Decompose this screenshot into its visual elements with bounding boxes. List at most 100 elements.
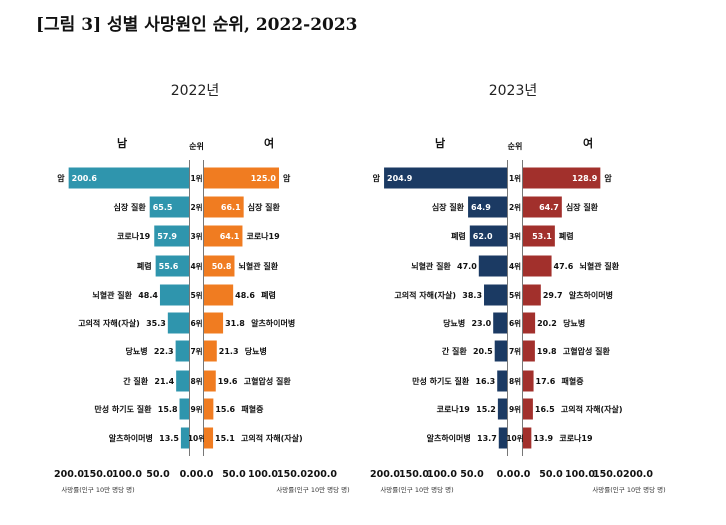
c0-female-value-label: 66.1 bbox=[221, 203, 241, 212]
c1-female-bar bbox=[523, 196, 562, 218]
c0-female-bar bbox=[204, 196, 244, 218]
c1-rank-label: 4위 bbox=[509, 261, 521, 271]
c1-female-category-label: 고의적 자해(자살) bbox=[561, 404, 623, 414]
c0-female-header: 여 bbox=[264, 136, 274, 150]
c1-male-bar bbox=[469, 225, 507, 247]
c1-chart-title: 2023년 bbox=[489, 83, 538, 99]
c1-male-value-label: 15.2 bbox=[476, 405, 496, 414]
c0-female-bar bbox=[204, 427, 214, 449]
c0-female-value-label: 31.8 bbox=[225, 319, 245, 328]
c1-male-value-label: 47.0 bbox=[457, 262, 477, 271]
c1-male-value-label: 23.0 bbox=[471, 319, 491, 328]
c1-female-category-label: 뇌혈관 질환 bbox=[580, 261, 620, 271]
c0-male-bar bbox=[149, 196, 189, 218]
c1-female-value-label: 29.7 bbox=[543, 291, 563, 300]
c1-rank-header: 순위 bbox=[508, 141, 523, 151]
c0-male-bar bbox=[167, 312, 189, 334]
c1-female-category-label: 심장 질환 bbox=[566, 202, 599, 212]
c0-x-unit-label-left: 사망률(인구 10만 명당 명) bbox=[61, 485, 134, 494]
c1-rank-label: 5위 bbox=[509, 290, 521, 300]
c0-x-tick-right: 0.0 bbox=[197, 469, 214, 480]
c1-male-header: 남 bbox=[435, 137, 445, 150]
c0-x-tick-left: 50.0 bbox=[146, 469, 170, 480]
c0-rank-label: 3위 bbox=[190, 231, 202, 241]
c0-x-tick-left: 200.0 bbox=[54, 469, 84, 480]
c1-male-bar bbox=[493, 312, 507, 334]
c1-female-value-label: 47.6 bbox=[554, 262, 574, 271]
c0-male-value-label: 65.5 bbox=[153, 203, 173, 212]
c1-female-bar bbox=[523, 370, 534, 392]
c1-x-tick-right: 150.0 bbox=[593, 469, 623, 480]
c1-x-tick-left: 100.0 bbox=[427, 469, 457, 480]
c0-male-category-label: 심장 질환 bbox=[113, 202, 146, 212]
c1-male-bar bbox=[497, 370, 507, 392]
c0-female-bar bbox=[204, 284, 234, 306]
c0-female-bar bbox=[204, 225, 243, 247]
c0-female-category-label: 뇌혈관 질환 bbox=[238, 261, 278, 271]
c0-male-value-label: 57.9 bbox=[157, 232, 177, 241]
c1-male-value-label: 20.5 bbox=[473, 347, 493, 356]
c1-rank-label: 2위 bbox=[509, 202, 521, 212]
c0-male-value-label: 55.6 bbox=[159, 262, 179, 271]
c1-female-category-label: 당뇨병 bbox=[563, 318, 585, 328]
c0-x-tick-right: 150.0 bbox=[277, 469, 307, 480]
c0-x-tick-right: 50.0 bbox=[222, 469, 246, 480]
c1-male-value-label: 16.3 bbox=[475, 377, 495, 386]
c0-x-unit-label-right: 사망률(인구 10만 명당 명) bbox=[276, 485, 349, 494]
c1-female-value-label: 64.7 bbox=[539, 203, 559, 212]
c1-female-bar bbox=[523, 398, 533, 420]
c1-female-bar bbox=[523, 427, 532, 449]
c0-female-value-label: 15.6 bbox=[215, 405, 235, 414]
c1-male-category-label: 심장 질환 bbox=[432, 202, 465, 212]
c0-x-tick-right: 200.0 bbox=[307, 469, 337, 480]
c1-male-category-label: 간 질환 bbox=[442, 346, 468, 356]
c0-male-value-label: 21.4 bbox=[154, 377, 174, 386]
c0-male-bar bbox=[176, 370, 189, 392]
c0-male-category-label: 고의적 자해(자살) bbox=[78, 318, 140, 328]
c1-x-tick-left: 50.0 bbox=[460, 469, 484, 480]
c0-rank-label: 7위 bbox=[190, 346, 202, 356]
c0-female-category-label: 암 bbox=[283, 173, 291, 183]
c0-chart-title: 2022년 bbox=[171, 83, 220, 99]
c0-rank-header: 순위 bbox=[189, 141, 204, 151]
figure-title: [그림 3] 성별 사망원인 순위, 2022-2023 bbox=[36, 15, 358, 35]
c0-female-category-label: 고혈압성 질환 bbox=[244, 376, 292, 386]
c0-female-category-label: 폐렴 bbox=[261, 290, 276, 300]
c0-female-bar bbox=[204, 312, 224, 334]
c1-rank-label: 7위 bbox=[509, 346, 521, 356]
c1-x-unit-label-right: 사망률(인구 10만 명당 명) bbox=[592, 485, 665, 494]
c1-female-value-label: 19.8 bbox=[537, 347, 557, 356]
c0-female-category-label: 심장 질환 bbox=[248, 202, 281, 212]
c0-female-category-label: 코로나19 bbox=[246, 231, 280, 241]
c1-female-category-label: 고혈압성 질환 bbox=[563, 346, 611, 356]
c0-male-category-label: 알츠하이머병 bbox=[109, 433, 153, 443]
c0-rank-label: 4위 bbox=[190, 261, 202, 271]
c1-x-tick-right: 50.0 bbox=[539, 469, 563, 480]
c0-rank-label: 2위 bbox=[190, 202, 202, 212]
c0-male-category-label: 폐렴 bbox=[137, 261, 152, 271]
c0-male-value-label: 22.3 bbox=[154, 347, 174, 356]
c0-male-category-label: 만성 하기도 질환 bbox=[94, 404, 152, 414]
c0-female-bar bbox=[204, 255, 235, 277]
c0-female-value-label: 64.1 bbox=[220, 232, 240, 241]
c0-male-value-label: 200.6 bbox=[72, 174, 98, 183]
c1-x-tick-right: 200.0 bbox=[623, 469, 653, 480]
c0-male-bar bbox=[180, 427, 189, 449]
c0-female-bar bbox=[204, 167, 279, 189]
c1-male-bar bbox=[498, 427, 507, 449]
c1-male-bar bbox=[468, 196, 507, 218]
c1-male-category-label: 암 bbox=[373, 173, 381, 183]
c1-male-value-label: 204.9 bbox=[387, 174, 413, 183]
c1-male-bar bbox=[497, 398, 507, 420]
c1-rank-label: 9위 bbox=[509, 404, 521, 414]
c1-female-bar bbox=[523, 167, 601, 189]
c0-female-category-label: 패혈증 bbox=[241, 404, 264, 414]
c1-female-value-label: 20.2 bbox=[537, 319, 557, 328]
c1-female-category-label: 패혈증 bbox=[562, 376, 585, 386]
c1-x-tick-left: 150.0 bbox=[399, 469, 429, 480]
c0-male-category-label: 간 질환 bbox=[123, 376, 149, 386]
c1-male-category-label: 알츠하이머병 bbox=[427, 433, 471, 443]
c1-male-category-label: 당뇨병 bbox=[443, 318, 465, 328]
c0-female-value-label: 125.0 bbox=[251, 174, 277, 183]
